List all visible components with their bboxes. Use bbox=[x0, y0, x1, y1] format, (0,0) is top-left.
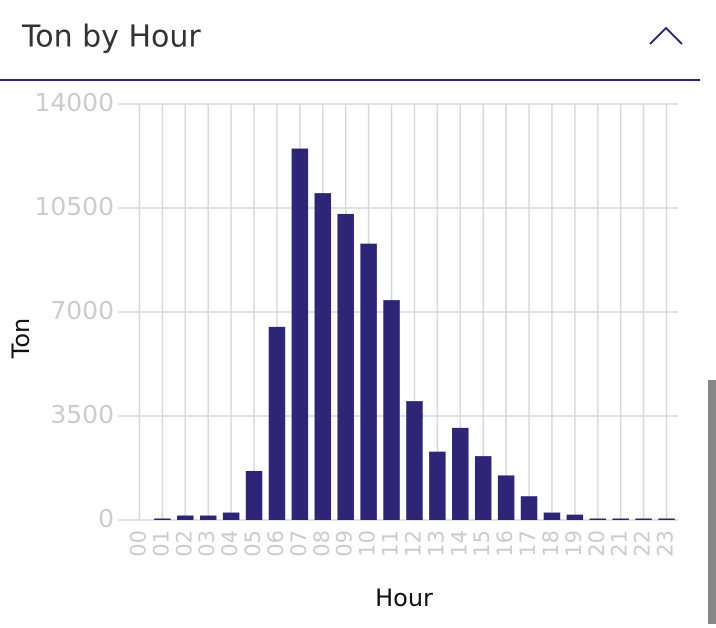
bar bbox=[337, 213, 354, 520]
y-tick-label: 3500 bbox=[50, 400, 114, 429]
y-tick-label: 14000 bbox=[34, 88, 114, 117]
x-tick-label: 21 bbox=[608, 530, 632, 557]
bar bbox=[497, 475, 515, 520]
x-tick-label: 05 bbox=[241, 530, 265, 557]
x-tick-label: 16 bbox=[493, 530, 517, 557]
collapse-chevron[interactable] bbox=[649, 26, 683, 45]
bar bbox=[222, 512, 240, 520]
bar bbox=[245, 470, 263, 520]
y-tick-label: 10500 bbox=[34, 192, 114, 221]
x-tick-label: 17 bbox=[516, 530, 540, 557]
x-tick-label: 20 bbox=[585, 530, 609, 557]
x-tick-label: 00 bbox=[126, 530, 150, 557]
x-tick-label: 19 bbox=[562, 530, 586, 557]
y-tick-label: 0 bbox=[98, 504, 114, 533]
bar bbox=[543, 512, 561, 520]
bar bbox=[199, 515, 217, 520]
y-axis-title: Ton bbox=[7, 318, 35, 359]
bar bbox=[360, 243, 377, 520]
y-tick-label: 7000 bbox=[50, 296, 114, 325]
bar bbox=[291, 148, 309, 521]
bar bbox=[268, 326, 286, 520]
x-tick-label: 14 bbox=[447, 530, 471, 557]
bar bbox=[429, 451, 446, 520]
x-tick-label: 03 bbox=[195, 530, 219, 557]
x-tick-label: 10 bbox=[356, 530, 380, 557]
bar bbox=[314, 193, 332, 520]
bar bbox=[589, 518, 607, 520]
x-tick-label: 01 bbox=[149, 530, 173, 557]
x-tick-label: 02 bbox=[172, 530, 196, 557]
x-tick-label: 12 bbox=[401, 530, 425, 557]
bar bbox=[383, 300, 400, 520]
bar bbox=[612, 518, 629, 520]
bar bbox=[154, 518, 171, 520]
x-tick-label: 18 bbox=[539, 530, 563, 557]
bar bbox=[520, 496, 538, 520]
panel-title: Ton by Hour bbox=[21, 20, 201, 55]
x-tick-label: 11 bbox=[379, 530, 403, 557]
x-tick-label: 07 bbox=[287, 530, 311, 557]
bar bbox=[566, 514, 584, 520]
bar bbox=[406, 401, 423, 520]
x-tick-label: 22 bbox=[631, 530, 655, 557]
x-tick-label: 04 bbox=[218, 530, 242, 557]
x-tick-label: 15 bbox=[470, 530, 494, 557]
x-tick-label: 09 bbox=[333, 530, 357, 557]
x-tick-label: 13 bbox=[424, 530, 448, 557]
bar bbox=[474, 456, 492, 520]
x-axis-title: Hour bbox=[375, 584, 433, 612]
bar bbox=[452, 427, 469, 520]
bar bbox=[177, 515, 194, 520]
x-tick-label: 23 bbox=[654, 530, 678, 557]
bar bbox=[658, 518, 675, 520]
x-tick-label: 06 bbox=[264, 530, 288, 557]
x-tick-label: 08 bbox=[310, 530, 334, 557]
bar bbox=[635, 518, 652, 520]
scrollbar[interactable] bbox=[708, 380, 716, 624]
